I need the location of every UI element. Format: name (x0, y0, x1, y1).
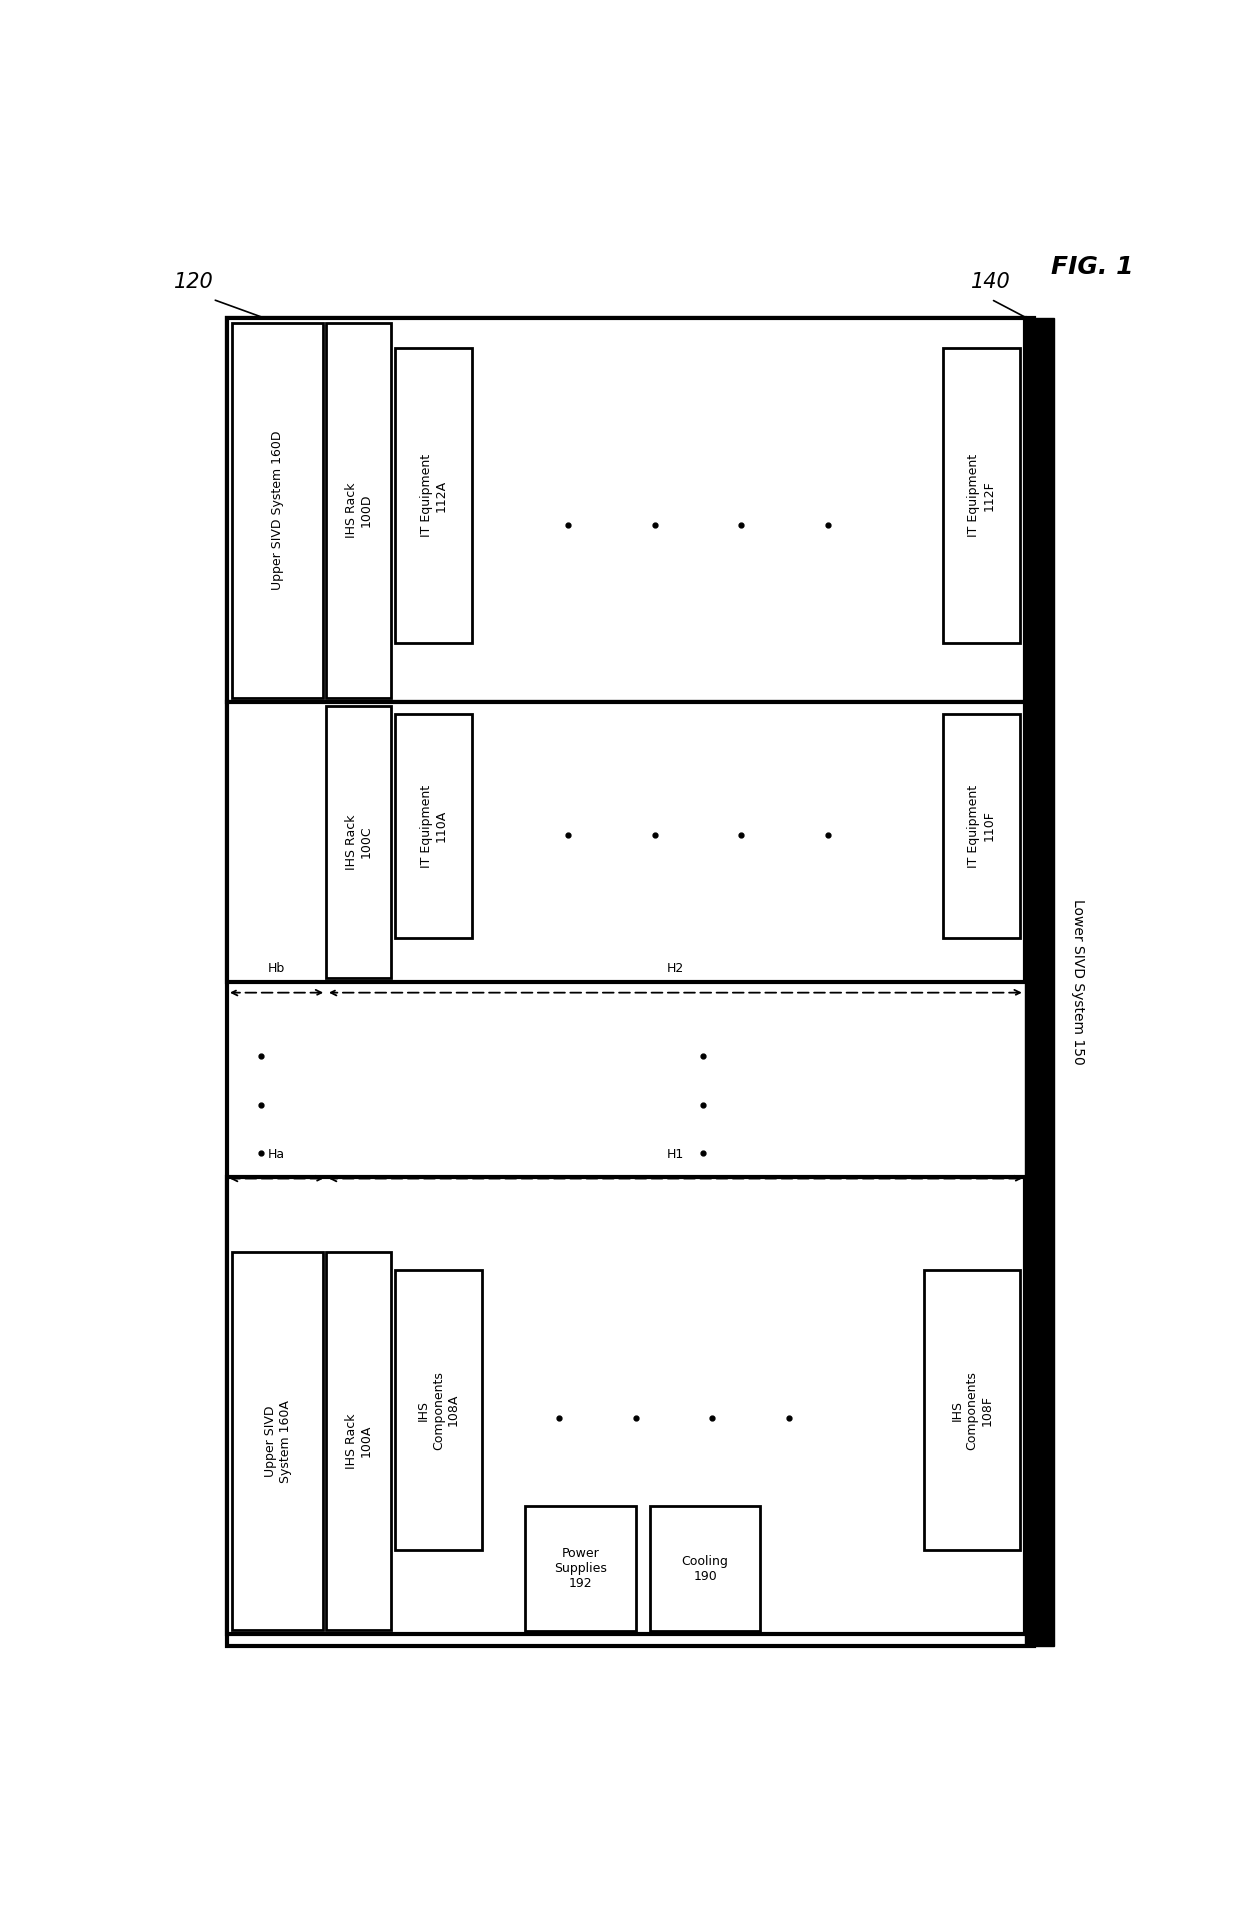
Bar (227, 701, 1024, 983)
Text: Ha: Ha (268, 1148, 285, 1161)
Bar (326, 1253, 392, 1631)
Bar (924, 1270, 1021, 1550)
Text: Cooling
190: Cooling 190 (682, 1554, 729, 1583)
Bar (396, 349, 472, 644)
Bar (227, 318, 1034, 1646)
Text: IT Equipment
110F: IT Equipment 110F (967, 784, 996, 868)
Text: IT Equipment
112F: IT Equipment 112F (967, 454, 996, 536)
Text: IT Equipment
112A: IT Equipment 112A (419, 454, 448, 536)
Bar (396, 1270, 481, 1550)
Text: IHS Rack
100A: IHS Rack 100A (345, 1414, 373, 1470)
Text: IT Equipment
110A: IT Equipment 110A (419, 784, 448, 868)
Text: Lower SIVD System 150: Lower SIVD System 150 (1070, 899, 1085, 1065)
Text: Power
Supplies
192: Power Supplies 192 (554, 1548, 606, 1590)
Text: H1: H1 (667, 1148, 684, 1161)
Bar (326, 324, 392, 697)
Text: IHS Rack
100D: IHS Rack 100D (345, 483, 373, 538)
Text: IHS
Components
108A: IHS Components 108A (417, 1370, 460, 1450)
Bar (227, 1176, 1024, 1634)
Bar (525, 1506, 635, 1632)
Text: IHS Rack
100C: IHS Rack 100C (345, 814, 373, 870)
Bar (942, 715, 1019, 939)
Bar (227, 318, 1024, 701)
Text: IHS
Components
108F: IHS Components 108F (950, 1370, 993, 1450)
Bar (232, 324, 324, 697)
Text: Upper SIVD System 160D: Upper SIVD System 160D (272, 431, 284, 590)
Text: FIG. 1: FIG. 1 (1050, 255, 1133, 280)
Bar (942, 349, 1019, 644)
Bar (326, 707, 392, 977)
Text: H2: H2 (667, 962, 684, 975)
Bar (232, 1253, 324, 1631)
Text: 140: 140 (971, 272, 1011, 291)
Bar (650, 1506, 760, 1632)
Text: Hb: Hb (268, 962, 285, 975)
Bar (396, 715, 472, 939)
Bar (1024, 318, 1054, 1646)
Text: Upper SIVD
System 160A: Upper SIVD System 160A (264, 1401, 291, 1483)
Text: 120: 120 (174, 272, 213, 291)
